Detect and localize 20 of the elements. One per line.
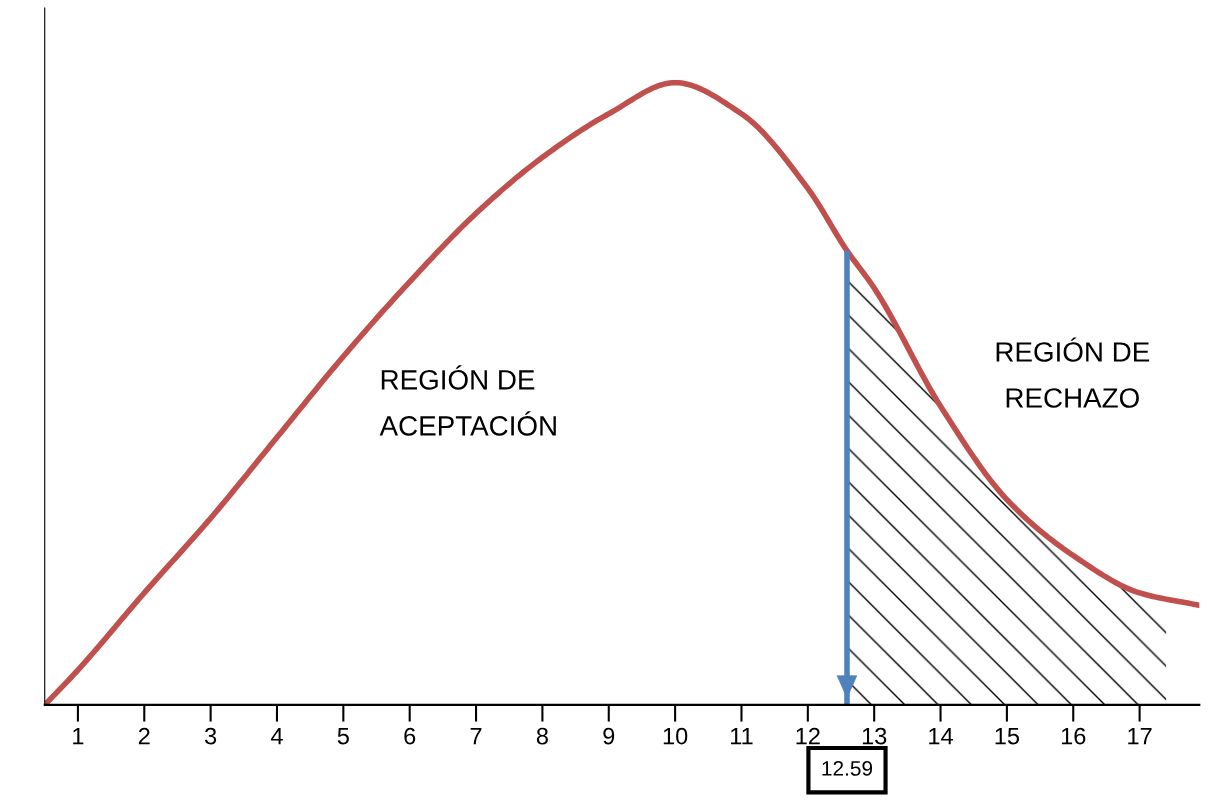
x-tick-label: 6 <box>404 727 416 745</box>
x-tick-label: 3 <box>204 727 217 745</box>
x-tick-label: 1 <box>73 727 84 745</box>
annotation: REGIÓN DE ACEPTACIÓN <box>379 365 556 436</box>
x-tick-label: 7 <box>470 727 482 745</box>
x-tick-label: 2 <box>138 727 150 745</box>
x-tick-label: 9 <box>603 727 615 745</box>
x-tick-label: 14 <box>929 727 953 745</box>
x-tick-label: 15 <box>995 727 1020 745</box>
x-tick-label: 13 <box>862 727 887 745</box>
x-tick-label: 11 <box>731 727 753 745</box>
x-tick-label: 17 <box>1128 727 1152 745</box>
x-tick-label: 12 <box>796 727 820 745</box>
x-tick-label: 16 <box>1061 727 1086 745</box>
x-tick-label: 8 <box>536 727 548 745</box>
x-tick-label: 5 <box>337 727 349 745</box>
x-tick-label: 10 <box>663 727 688 745</box>
ref-line-label: 12.59 <box>822 761 873 776</box>
x-tick-label: 4 <box>270 727 283 745</box>
annotation: REGIÓN DE RECHAZO <box>996 337 1150 408</box>
